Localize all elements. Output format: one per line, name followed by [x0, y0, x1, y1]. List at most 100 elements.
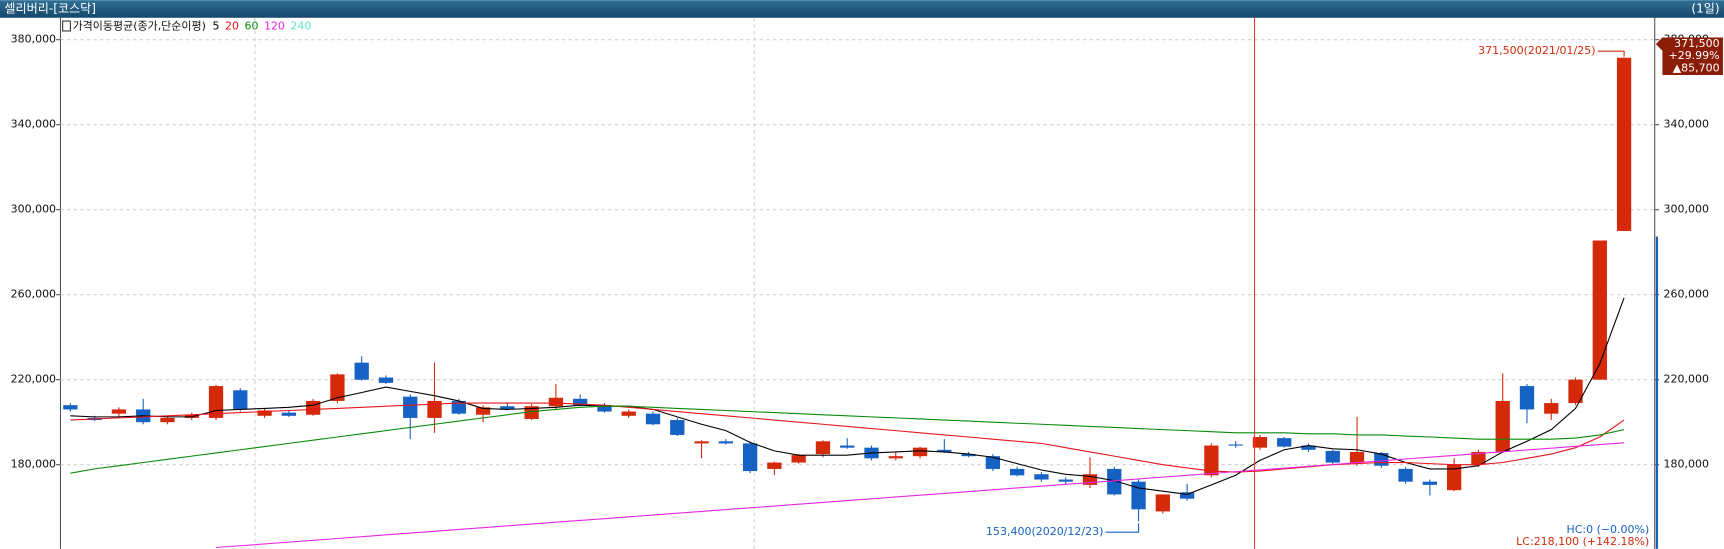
candle-body: [937, 449, 952, 452]
candle-body: [815, 441, 831, 455]
y-tick-label: 300,000: [11, 203, 56, 216]
candle-body: [961, 454, 976, 457]
candle-body: [548, 397, 564, 407]
low-note: 153,400(2020/12/23): [986, 525, 1103, 538]
y-tick-label-right: 220,000: [1664, 373, 1709, 386]
y-tick-label: 220,000: [11, 373, 56, 386]
candle-body: [718, 441, 733, 444]
candle-body: [1398, 468, 1413, 482]
candle-body: [1228, 444, 1243, 446]
lc-label: LC:218,100 (+142.18%): [1516, 535, 1649, 548]
y-tick-label-right: 180,000: [1664, 458, 1709, 471]
candle-body: [1568, 379, 1583, 404]
candle-body: [281, 412, 297, 416]
moving-average: [70, 297, 1625, 495]
hc-label: HC:0 (−0.00%): [1566, 523, 1649, 536]
candle-body: [354, 362, 369, 380]
candle-body: [1325, 450, 1340, 463]
candle-body: [1374, 452, 1389, 466]
candle-body: [1519, 386, 1535, 410]
low-note-arrow: [1105, 523, 1140, 533]
candle-body: [1252, 437, 1268, 448]
candle-body: [1616, 57, 1632, 231]
candle-body: [1155, 494, 1170, 512]
change: ▲85,700: [1673, 61, 1720, 74]
candle-body: [1131, 481, 1146, 510]
candle-body: [573, 398, 588, 406]
window-title: 셀리버리-[코스닥]: [4, 1, 96, 15]
y-tick-label-right: 260,000: [1664, 288, 1709, 301]
price: 371,500: [1674, 37, 1719, 50]
title-bar: [0, 0, 1724, 18]
candle-body: [742, 443, 758, 472]
candle-body: [403, 396, 418, 418]
high-note-arrow: [1597, 50, 1625, 57]
legend-entry: 120: [264, 20, 285, 33]
high-note: 371,500(2021/01/25): [1478, 44, 1595, 57]
plot: [63, 57, 1632, 549]
candle-body: [1179, 492, 1195, 499]
candle-body: [645, 413, 661, 425]
candle-body: [111, 409, 127, 414]
candle-body: [427, 400, 442, 418]
candle-body: [1301, 445, 1316, 450]
grid: 180,000 180,000 220,000 220,000 260,000 260,0…: [11, 33, 1709, 471]
moving-average: [70, 405, 1625, 474]
legend-entry: 240: [290, 20, 311, 33]
candle-body: [985, 456, 1001, 469]
candle-body: [500, 406, 515, 410]
candle-body: [1277, 438, 1292, 447]
candle-body: [1471, 451, 1486, 465]
legend-icon: [62, 20, 71, 32]
candle-body: [1204, 445, 1219, 476]
legend-entry: 5: [213, 20, 220, 33]
candle-body: [1058, 479, 1073, 482]
y-tick-label-right: 300,000: [1664, 203, 1709, 216]
candle-body: [1107, 468, 1122, 495]
candle-body: [475, 407, 491, 415]
moving-average: [70, 402, 1625, 473]
candle-body: [1446, 464, 1462, 491]
y-tick-label: 340,000: [11, 118, 56, 131]
candle-body: [378, 377, 394, 383]
candle-body: [233, 390, 248, 410]
period: (1일): [1691, 1, 1719, 15]
candle-body: [840, 445, 855, 448]
candle-body: [330, 374, 345, 401]
change-pct: +29.99%: [1669, 49, 1720, 62]
candle-body: [524, 406, 539, 419]
candle-body: [670, 420, 685, 435]
axis-marker: [1655, 236, 1659, 549]
candle-body: [767, 462, 782, 469]
y-tick-label: 260,000: [11, 288, 56, 301]
legend-entry: 60: [244, 20, 258, 33]
candle-body: [63, 405, 78, 410]
legend: 가격이동평균(종가,단순이평) 5 20 60 120 240: [62, 20, 311, 33]
y-tick-label-right: 340,000: [1664, 118, 1709, 131]
legend-entry: 20: [225, 20, 239, 33]
candle-body: [160, 417, 175, 423]
price-box: [1655, 37, 1723, 75]
candle-body: [1349, 451, 1365, 463]
legend-label: 가격이동평균(종가,단순이평): [73, 20, 206, 33]
candle-body: [1010, 468, 1025, 476]
candle-body: [1422, 481, 1438, 485]
overlay: 371,500(2021/01/25) 153,400(2020/12/23) 37…: [986, 37, 1723, 548]
candle-body: [305, 400, 321, 415]
y-tick-label: 380,000: [11, 33, 56, 46]
candle-body: [257, 410, 272, 416]
candle-body: [912, 447, 928, 457]
candle-body: [451, 400, 466, 414]
candle-body: [597, 405, 612, 412]
candle-body: [694, 441, 709, 444]
candle-body: [1082, 474, 1098, 485]
candle-body: [1034, 474, 1049, 480]
moving-average: [216, 442, 1625, 549]
candle-body: [888, 456, 903, 459]
candle-body: [1544, 403, 1559, 414]
candle-body: [1495, 400, 1510, 452]
y-tick-label: 180,000: [11, 458, 56, 471]
